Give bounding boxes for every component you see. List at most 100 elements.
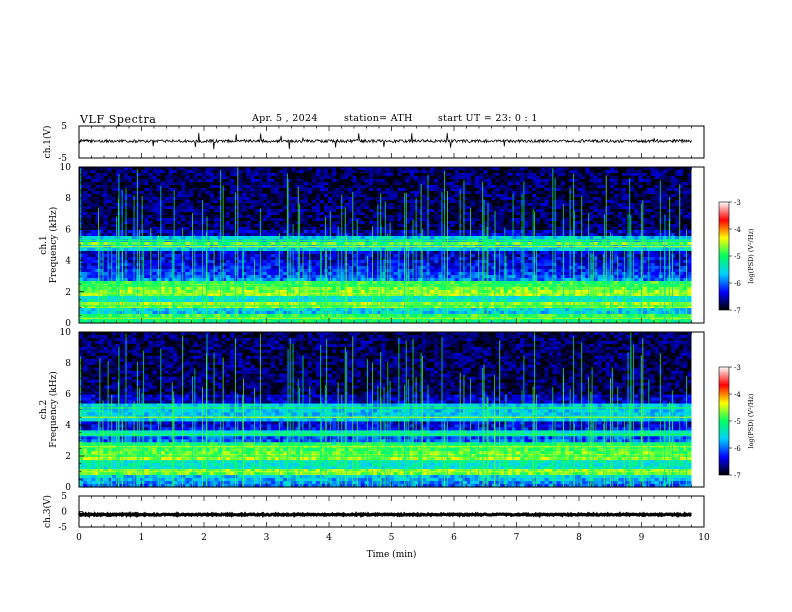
spectrogram-cell	[605, 209, 611, 213]
spectrogram-cell	[348, 173, 354, 177]
spectrogram-cell	[450, 194, 456, 198]
spectrogram-cell	[389, 263, 395, 267]
spectrogram-cell	[246, 242, 252, 246]
spectrogram-cell	[254, 170, 260, 174]
spectrogram-cell	[634, 224, 640, 228]
spectrogram-cell	[95, 236, 101, 240]
spectrogram-cell	[319, 182, 325, 186]
spectrogram-cell	[434, 236, 439, 240]
spectrogram-cell	[160, 251, 166, 255]
spectrogram-cell	[275, 167, 280, 171]
spectrogram-cell	[213, 209, 219, 213]
spectrogram-cell	[136, 215, 141, 219]
spectrogram-cell	[250, 170, 256, 174]
spectrogram-cell	[638, 242, 644, 246]
spectrogram-cell	[618, 188, 623, 192]
spectrogram-cell	[279, 167, 284, 171]
spectrogram-cell	[417, 197, 423, 201]
spectrogram-cell	[605, 182, 611, 186]
spectrogram-cell	[213, 230, 219, 234]
spectrogram-cell	[160, 254, 166, 258]
spectrogram-cell	[613, 215, 619, 219]
spectrogram-cell	[377, 206, 382, 210]
spectrogram-cell	[360, 236, 366, 240]
spectrogram-cell	[422, 230, 427, 234]
spectrogram-cell	[83, 260, 88, 264]
spectrogram-cell	[148, 221, 154, 225]
spectrogram-cell	[152, 263, 158, 267]
spectrogram-cell	[638, 176, 644, 180]
spectrogram-cell	[540, 185, 546, 189]
spectrogram-cell	[189, 194, 194, 198]
spectrogram-cell	[548, 173, 554, 177]
spectrogram-cell	[128, 212, 133, 216]
spectrogram-cell	[577, 170, 582, 174]
spectrogram-cell	[454, 182, 460, 186]
spectrogram-cell	[683, 203, 689, 207]
spectrogram-cell	[630, 218, 635, 222]
spectrogram-cell	[307, 206, 313, 210]
spectrogram-cell	[393, 248, 399, 252]
spectrogram-cell	[287, 212, 292, 216]
spectrogram-cell	[662, 185, 668, 189]
spectrogram-cell	[389, 197, 395, 201]
spectrogram-cell	[189, 200, 194, 204]
spectrogram-cell	[536, 254, 542, 258]
spectrogram-cell	[283, 197, 288, 201]
spectrogram-cell	[540, 173, 546, 177]
spectrogram-cell	[258, 242, 264, 246]
spectrogram-cell	[385, 167, 390, 171]
spectrogram-cell	[618, 212, 623, 216]
spectrogram-cell	[528, 233, 533, 237]
spectrogram-cell	[658, 203, 664, 207]
spectrogram-cell	[373, 206, 378, 210]
spectrogram-cell	[687, 167, 693, 171]
spectrogram-cell	[303, 209, 309, 213]
spectrogram-cell	[209, 203, 215, 207]
spectrogram-cell	[128, 197, 133, 201]
spectrogram-cell	[679, 191, 684, 195]
spectrogram-cell	[479, 233, 484, 237]
spectrogram-cell	[148, 179, 154, 183]
spectrogram-cell	[605, 251, 611, 255]
spectrogram-cell	[471, 260, 476, 264]
spectrogram-cell	[446, 194, 452, 198]
spectrogram-cell	[528, 206, 533, 210]
spectrogram-cell	[303, 179, 309, 183]
spectrogram-cell	[275, 227, 280, 231]
spectrogram-cell	[397, 242, 403, 246]
spectrogram-cell	[438, 191, 444, 195]
spectrogram-cell	[667, 179, 672, 183]
spectrogram-cell	[511, 188, 517, 192]
spectrogram-cell	[230, 206, 235, 210]
spectrogram-cell	[291, 182, 297, 186]
spectrogram-cell	[217, 197, 223, 201]
spectrogram-cell	[385, 218, 390, 222]
spectrogram-cell	[197, 212, 203, 216]
spectrogram-cell	[564, 191, 570, 195]
spectrogram-cell	[226, 215, 231, 219]
spectrogram-cell	[246, 167, 252, 171]
spectrogram-cell	[185, 254, 190, 258]
spectrogram-cell	[201, 194, 207, 198]
spectrogram-cell	[483, 248, 488, 252]
spectrogram-cell	[687, 233, 693, 237]
spectrogram-cell	[671, 218, 676, 222]
spectrogram-cell	[319, 167, 325, 171]
spectrogram-cell	[560, 170, 566, 174]
spectrogram-cell	[201, 227, 207, 231]
spectrogram-cell	[205, 209, 211, 213]
spectrogram-cell	[634, 179, 640, 183]
spectrogram-cell	[491, 188, 497, 192]
spectrogram-cell	[569, 257, 574, 261]
spectrogram-cell	[348, 251, 354, 255]
spectrogram-cell	[389, 191, 395, 195]
spectrogram-cell	[275, 221, 280, 225]
spectrogram-cell	[111, 182, 117, 186]
spectrogram-cell	[340, 263, 346, 267]
spectrogram-cell	[287, 251, 292, 255]
spectrogram-cell	[140, 179, 145, 183]
spectrogram-cell	[409, 185, 415, 189]
spectrogram-cell	[193, 224, 199, 228]
spectrogram-cell	[540, 254, 546, 258]
